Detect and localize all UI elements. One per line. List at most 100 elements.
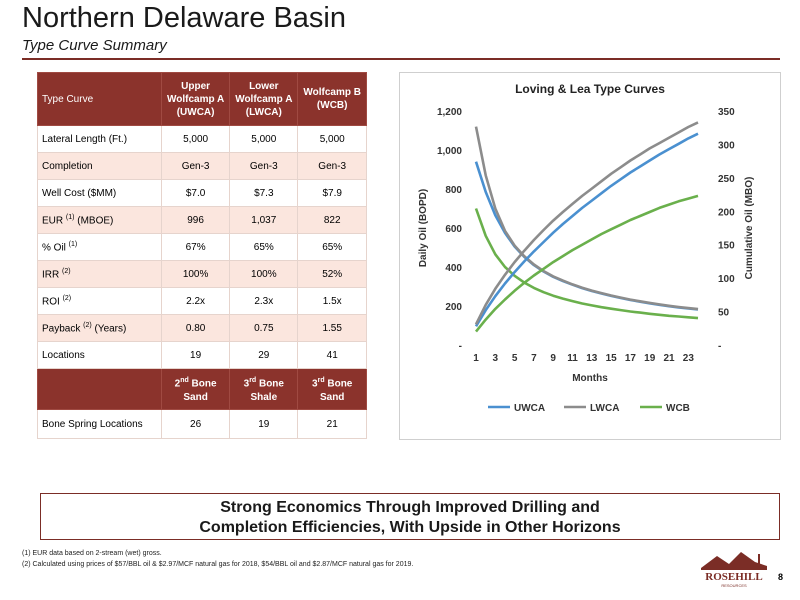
table-cell: 5,000 [229, 125, 299, 153]
table-cell: 996 [160, 206, 231, 234]
y2-tick-label: 350 [718, 107, 735, 118]
series-line-lwca-cumulative [474, 121, 699, 325]
table-cell: 67% [160, 233, 231, 261]
table-cell: 65% [229, 233, 299, 261]
column-header-wcb: Wolfcamp B (WCB) [297, 72, 367, 126]
row-label: Well Cost ($MM) [37, 179, 162, 207]
table-cell: 100% [160, 260, 231, 288]
y-tick-label: 600 [445, 224, 462, 235]
y2-tick-label: - [718, 341, 721, 352]
logo-sub-text: RESOURCES [721, 583, 747, 588]
bone-header-2nd-sand: 2nd Bone Sand [160, 368, 231, 410]
logo-main-text: ROSEHILL [705, 571, 762, 583]
y-tick-label: 400 [445, 263, 462, 274]
chart-canvas: Loving & Lea Type Curves - 200 400 600 800 1,0… [418, 82, 755, 414]
legend-label-uwca: UWCA [514, 403, 545, 414]
x-tick-label: 1 [473, 353, 479, 364]
page-subtitle: Type Curve Summary [22, 37, 167, 54]
table-cell: 2.3x [229, 287, 299, 315]
table-row: Well Cost ($MM) $7.0 $7.3 $7.9 [37, 179, 367, 207]
x-tick-label: 23 [683, 353, 695, 364]
table-cell: $7.0 [160, 179, 231, 207]
row-label: Locations [37, 341, 162, 369]
y2-tick-label: 100 [718, 274, 735, 285]
banner-line-2: Completion Efficiencies, With Upside in … [199, 519, 621, 536]
table-cell: Gen-3 [229, 152, 299, 180]
table-cell: 19 [229, 409, 299, 439]
column-header-lwca: Lower Wolfcamp A (LWCA) [229, 72, 299, 126]
footnote-1: (1) EUR data based on 2-stream (wet) gro… [22, 550, 162, 557]
bone-spring-header-row: 2nd Bone Sand 3rd Bone Shale 3rd Bone Sand [37, 368, 367, 410]
table-cell: Gen-3 [160, 152, 231, 180]
table-cell: 5,000 [160, 125, 231, 153]
table-cell: 21 [297, 409, 367, 439]
table-cell: 100% [229, 260, 299, 288]
series-line-wcb-cumulative [474, 194, 699, 333]
y2-tick-label: 300 [718, 140, 735, 151]
table-cell: 1,037 [229, 206, 299, 234]
logo-mountain-icon [701, 552, 767, 570]
y2-tick-label: 200 [718, 207, 735, 218]
table-header-row: Type Curve Upper Wolfcamp A (UWCA) Lower Wo… [37, 72, 367, 126]
table-row: % Oil (1) 67% 65% 65% [37, 233, 367, 261]
legend-label-wcb: WCB [666, 403, 690, 414]
table-cell: 65% [297, 233, 367, 261]
table-cell: 26 [160, 409, 231, 439]
x-tick-label: 3 [493, 353, 499, 364]
table-cell: 5,000 [297, 125, 367, 153]
series-line-wcb-daily [474, 208, 699, 320]
table-cell: 1.5x [297, 287, 367, 315]
table-cell: 52% [297, 260, 367, 288]
y2-tick-label: 150 [718, 241, 735, 252]
corner-header: Type Curve [37, 72, 162, 126]
y2-tick-label: 250 [718, 174, 735, 185]
table-row: Lateral Length (Ft.) 5,000 5,000 5,000 [37, 125, 367, 153]
footnote-2: (2) Calculated using prices of $57/BBL o… [22, 561, 414, 568]
y-tick-label: 800 [445, 185, 462, 196]
y-tick-label: 200 [445, 302, 462, 313]
row-label: Payback (2) (Years) [37, 314, 162, 342]
y2-axis-title: Cumulative Oil (MBO) [744, 177, 755, 280]
table-row: Locations 19 29 41 [37, 341, 367, 369]
row-label: ROI (2) [37, 287, 162, 315]
y-axis-title: Daily Oil (BOPD) [418, 189, 429, 267]
x-tick-label: 17 [625, 353, 637, 364]
row-label: EUR (1) (MBOE) [37, 206, 162, 234]
table-cell: 1.55 [297, 314, 367, 342]
rosehill-logo: ROSEHILL RESOURCES [701, 552, 767, 588]
table-row: IRR (2) 100% 100% 52% [37, 260, 367, 288]
row-label: % Oil (1) [37, 233, 162, 261]
x-axis-title: Months [572, 373, 608, 384]
bone-header-3rd-sand: 3rd Bone Sand [297, 368, 367, 410]
type-curve-chart: Loving & Lea Type Curves - 200 400 600 800 1,0… [399, 72, 781, 440]
x-tick-label: 21 [663, 353, 675, 364]
table-cell: $7.3 [229, 179, 299, 207]
table-cell: Gen-3 [297, 152, 367, 180]
page-title: Northern Delaware Basin [22, 2, 346, 34]
table-cell: 0.80 [160, 314, 231, 342]
highlight-banner: Strong Economics Through Improved Drilli… [40, 493, 780, 540]
table-row: Completion Gen-3 Gen-3 Gen-3 [37, 152, 367, 180]
x-tick-label: 19 [644, 353, 656, 364]
row-label: Completion [37, 152, 162, 180]
table-cell: 0.75 [229, 314, 299, 342]
table-cell: 19 [160, 341, 231, 369]
y-tick-label: 1,200 [437, 107, 462, 118]
table-row: EUR (1) (MBOE) 996 1,037 822 [37, 206, 367, 234]
y2-tick-label: 50 [718, 308, 730, 319]
x-tick-label: 7 [531, 353, 537, 364]
y-tick-label: - [459, 341, 462, 352]
table-cell: 41 [297, 341, 367, 369]
type-curve-table: Type Curve Upper Wolfcamp A (UWCA) Lower Wo… [37, 72, 367, 439]
page-number: 8 [778, 572, 784, 582]
bone-corner [37, 368, 162, 410]
table-cell: 2.2x [160, 287, 231, 315]
title-divider [22, 58, 780, 60]
table-row: Payback (2) (Years) 0.80 0.75 1.55 [37, 314, 367, 342]
table-cell: 822 [297, 206, 367, 234]
column-header-uwca: Upper Wolfcamp A (UWCA) [160, 72, 231, 126]
x-tick-label: 9 [550, 353, 556, 364]
legend-label-lwca: LWCA [590, 403, 619, 414]
banner-line-1: Strong Economics Through Improved Drilli… [220, 499, 600, 516]
x-tick-label: 11 [567, 353, 578, 364]
